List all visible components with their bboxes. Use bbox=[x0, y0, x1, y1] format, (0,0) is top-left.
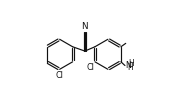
Text: N: N bbox=[125, 60, 131, 70]
Text: Cl: Cl bbox=[86, 63, 94, 72]
Text: Cl: Cl bbox=[56, 71, 64, 80]
Text: H: H bbox=[127, 63, 133, 72]
Text: N: N bbox=[82, 22, 88, 32]
Text: H: H bbox=[129, 59, 134, 68]
